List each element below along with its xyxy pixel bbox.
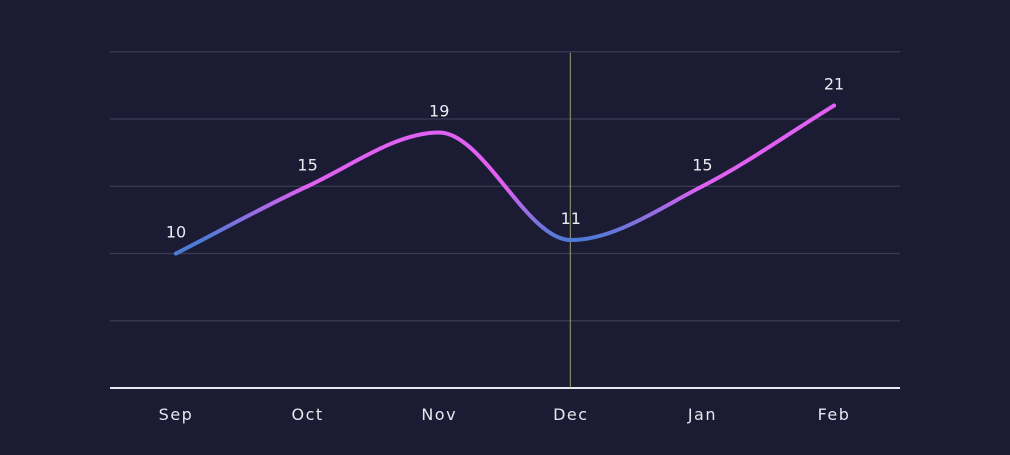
data-label-oct: 15 — [297, 155, 317, 174]
x-tick-label-oct: Oct — [292, 405, 324, 424]
x-tick-label-sep: Sep — [159, 405, 194, 424]
x-tick-label-feb: Feb — [818, 405, 851, 424]
data-point-nov[interactable] — [437, 130, 442, 135]
series-line — [174, 103, 836, 256]
x-tick-label-nov: Nov — [421, 405, 457, 424]
data-label-nov: 19 — [429, 101, 449, 120]
x-tick-label-dec: Dec — [553, 405, 588, 424]
data-label-feb: 21 — [824, 75, 844, 94]
data-point-sep[interactable] — [174, 251, 178, 256]
data-label-dec: 11 — [561, 209, 581, 228]
data-labels: 10 15 19 11 15 21 — [166, 75, 844, 242]
series-line-path — [174, 103, 836, 256]
data-point-dec[interactable] — [568, 238, 573, 243]
x-tick-label-jan: Jan — [687, 405, 717, 424]
data-point-feb[interactable] — [832, 103, 836, 108]
data-label-sep: 10 — [166, 223, 186, 242]
data-point-jan[interactable] — [700, 184, 705, 189]
x-tick-labels: Sep Oct Nov Dec Jan Feb — [159, 405, 851, 424]
drop-lines — [175, 105, 835, 388]
data-label-jan: 15 — [692, 155, 712, 174]
data-point-oct[interactable] — [305, 184, 310, 189]
